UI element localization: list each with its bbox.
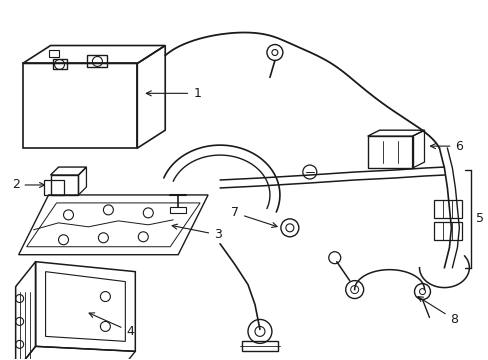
Text: 4: 4 xyxy=(89,313,134,338)
Text: 5: 5 xyxy=(475,212,483,225)
Text: 7: 7 xyxy=(230,206,277,228)
Text: 8: 8 xyxy=(417,297,457,326)
Text: 3: 3 xyxy=(172,224,222,241)
Text: 6: 6 xyxy=(429,140,462,153)
Text: 1: 1 xyxy=(146,87,201,100)
Text: 2: 2 xyxy=(12,179,44,192)
